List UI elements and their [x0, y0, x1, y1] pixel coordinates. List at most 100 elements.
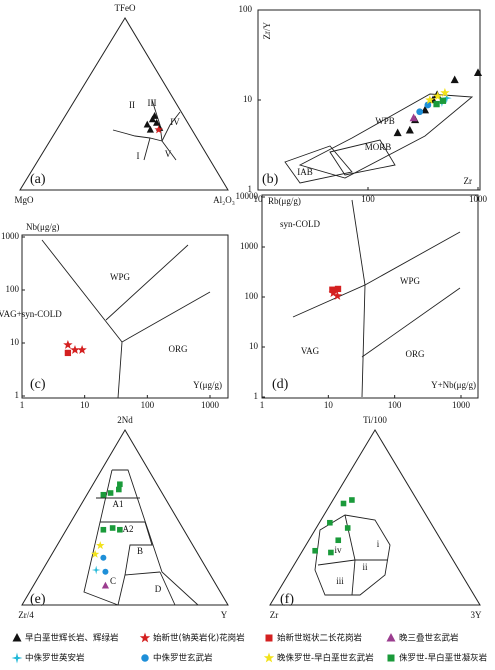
marker	[332, 291, 343, 300]
x-tick-label: 10	[80, 400, 90, 410]
panel-label: (d)	[272, 377, 289, 392]
field-label: iii	[336, 576, 344, 586]
x-tick-label: 1000	[201, 400, 220, 410]
field-label: V	[165, 149, 172, 159]
x-tick-label: 100	[388, 400, 402, 410]
y-tick-label: 1000	[240, 241, 259, 251]
ternary-frame	[19, 17, 229, 191]
marker	[116, 486, 122, 493]
marker	[100, 554, 107, 561]
legend-label: 中侏罗世英安岩	[25, 653, 85, 664]
marker	[63, 340, 73, 349]
marker	[146, 125, 154, 133]
x-tick-label: 10	[254, 194, 264, 204]
marker	[64, 349, 72, 357]
field-label: ii	[362, 562, 368, 572]
right-label: Al₂O₃	[213, 195, 235, 205]
x-tick-label: 1	[20, 400, 25, 410]
top-label: Ti/100	[363, 415, 387, 425]
legend-marker	[141, 654, 149, 662]
field-label: MORB	[365, 142, 392, 152]
legend-marker	[12, 633, 22, 642]
top-label: 2Nd	[117, 415, 133, 425]
field-label: i	[377, 539, 380, 549]
field-label: ORG	[168, 344, 188, 354]
field-label: iv	[334, 545, 342, 555]
y-tick-label: 10	[243, 94, 253, 104]
field-label: IAB	[297, 167, 313, 177]
legend-marker	[263, 652, 275, 663]
legend-label: 中侏罗世玄武岩	[153, 653, 213, 664]
right-label: 3Y	[471, 610, 483, 620]
legend-label: 晚侏罗世-早白垩世玄武岩	[277, 653, 374, 664]
marker	[424, 101, 432, 109]
legend-label: 早白垩世辉长岩、辉绿岩	[25, 633, 119, 644]
right-label: Y	[221, 610, 228, 620]
field-label: WPG	[110, 272, 131, 282]
y-tick-label: 100	[245, 291, 259, 301]
field-label: ORG	[405, 349, 425, 359]
panel-label: (c)	[30, 377, 46, 392]
marker	[77, 345, 87, 354]
marker	[154, 125, 163, 134]
legend-label: 晚三叠世玄武岩	[399, 633, 459, 644]
y-tick-label: 100	[6, 284, 20, 294]
y-tick-label: 10	[249, 341, 259, 351]
y-axis-label: Nb(μg/g)	[26, 222, 59, 232]
marker	[117, 526, 123, 533]
y-tick-label: 1	[15, 390, 20, 400]
marker	[148, 115, 157, 123]
legend-label: 侏罗世-早白垩世凝灰岩	[399, 653, 488, 664]
marker	[334, 285, 342, 293]
legend-marker	[139, 632, 151, 643]
field-label: II	[129, 100, 135, 110]
field-label: IV	[170, 117, 180, 127]
marker	[450, 75, 459, 84]
y-tick-label: 1	[254, 391, 259, 401]
marker	[101, 581, 110, 589]
legend-label: 始新世(钠英岩化)花岗岩	[153, 633, 245, 644]
marker	[344, 525, 351, 531]
legend-marker	[11, 652, 23, 664]
y-tick-label: 1	[248, 184, 253, 194]
field-label: WPG	[400, 276, 421, 286]
y-axis-label: Zr/Y	[262, 22, 272, 40]
marker	[405, 125, 414, 134]
field-label: VAG	[301, 346, 320, 356]
field-boundaries	[41, 93, 474, 606]
top-label: TFeO	[115, 3, 136, 13]
marker	[96, 541, 105, 550]
panel-label: (b)	[262, 172, 279, 187]
marker	[439, 97, 447, 104]
marker	[153, 118, 161, 126]
marker	[433, 100, 440, 108]
marker	[433, 91, 443, 101]
marker	[340, 500, 347, 507]
marker	[100, 491, 107, 498]
x-axis-label: Y(μg/g)	[193, 380, 222, 390]
legend-marker	[387, 654, 395, 662]
marker	[100, 526, 107, 533]
field-label: C	[110, 576, 116, 586]
panel-label: (f)	[280, 592, 294, 607]
marker	[107, 490, 114, 496]
marker	[473, 68, 483, 77]
ternary-frame	[21, 429, 229, 606]
x-axis-label: Y+Nb(μg/g)	[431, 380, 476, 390]
marker	[441, 93, 452, 103]
field-label: A1	[113, 499, 124, 509]
marker	[91, 565, 101, 575]
field-label: III	[148, 98, 157, 108]
y-tick-label: 10000	[236, 191, 259, 201]
field-label: syn-COLD	[280, 219, 320, 229]
panel-label: (a)	[30, 172, 46, 187]
field-label: D	[155, 584, 162, 594]
marker	[90, 549, 100, 558]
marker	[312, 547, 318, 554]
marker	[327, 519, 333, 526]
field-label: I	[137, 151, 140, 161]
x-tick-label: 100	[141, 400, 155, 410]
x-axis-label: Zr	[464, 176, 473, 186]
x-tick-label: 100	[361, 194, 375, 204]
